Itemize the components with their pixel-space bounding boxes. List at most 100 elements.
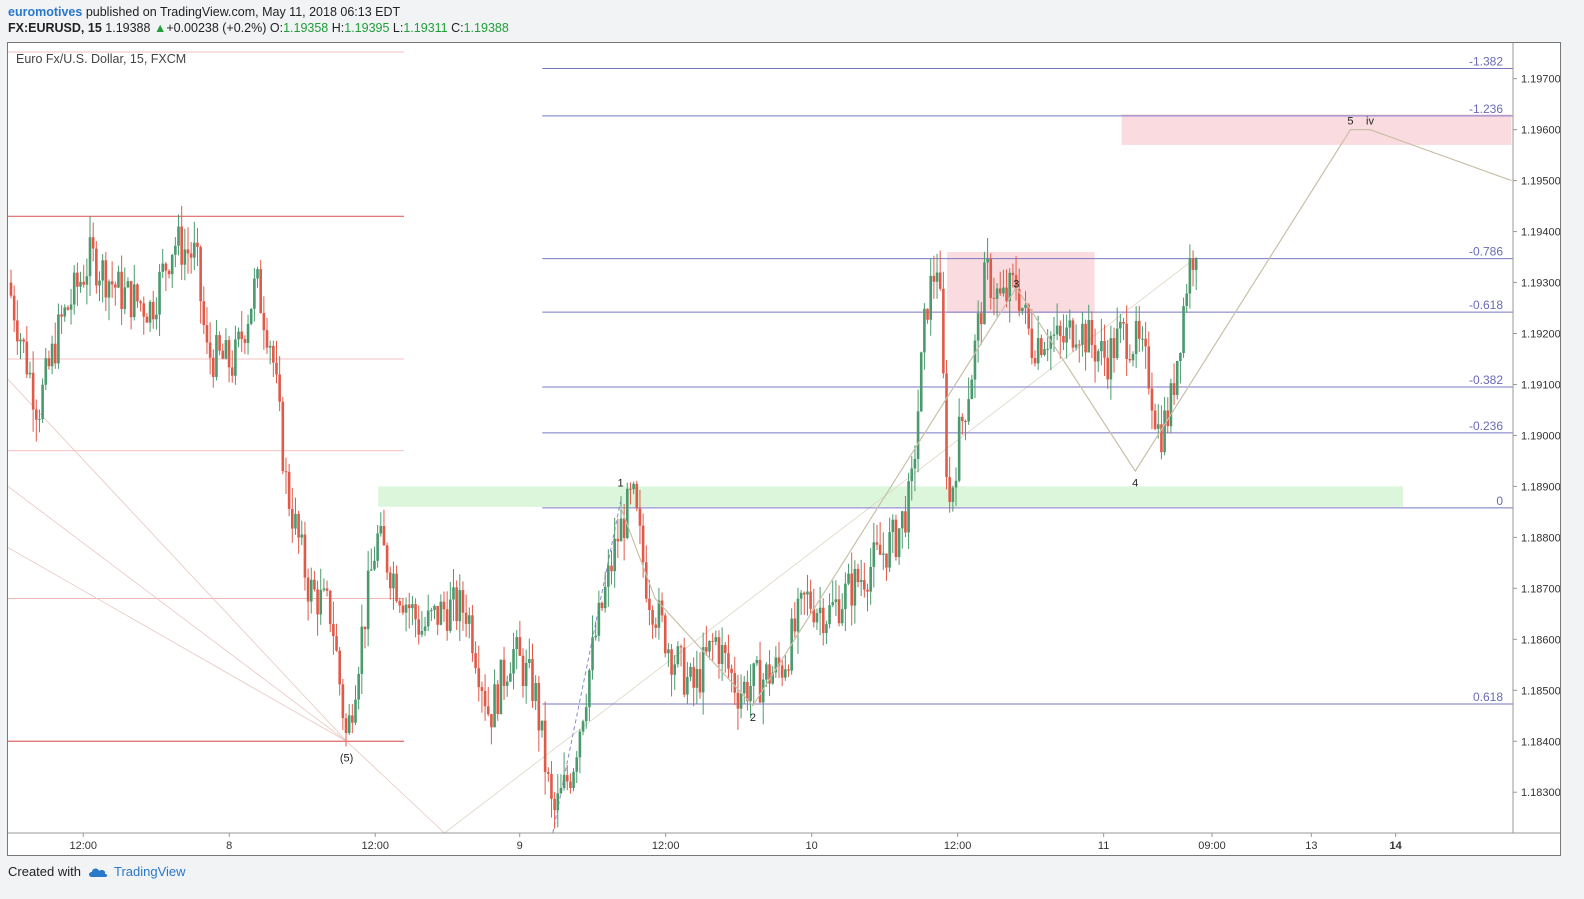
candle-body — [613, 538, 616, 572]
candle-body — [929, 275, 933, 320]
candle-body — [686, 676, 689, 695]
candle-body — [742, 681, 746, 694]
fan-line — [8, 547, 347, 742]
price-tick-label: 1.19400 — [1521, 227, 1560, 239]
open-value: 1.19358 — [283, 21, 329, 35]
time-tick-label: 12:00 — [361, 840, 389, 852]
pink-zone — [947, 251, 1095, 314]
candle-body — [1033, 358, 1037, 364]
candle-body — [477, 668, 481, 688]
candle-body — [53, 343, 57, 364]
candle-body — [281, 401, 285, 472]
candle-body — [417, 619, 421, 635]
price-tick-label: 1.19200 — [1521, 329, 1560, 341]
candle-body — [174, 245, 177, 255]
candle-body — [1166, 410, 1170, 427]
candle-body — [629, 488, 632, 490]
candle-body — [180, 226, 183, 265]
candle-body — [1185, 293, 1189, 307]
candle-body — [148, 301, 152, 323]
candle-body — [1036, 338, 1040, 364]
candle-body — [784, 669, 787, 678]
candle-body — [57, 314, 60, 364]
price-tick-label: 1.18400 — [1521, 736, 1560, 748]
candle-body — [158, 271, 161, 315]
candle-body — [723, 645, 727, 653]
price-tick-label: 1.18800 — [1521, 532, 1560, 544]
candle-body — [297, 513, 300, 538]
candle-body — [1112, 338, 1116, 359]
candle-body — [186, 249, 190, 254]
candle-body — [66, 307, 70, 310]
candle-body — [155, 314, 158, 320]
tradingview-brand[interactable]: TradingView — [87, 864, 186, 879]
candle-body — [126, 281, 130, 288]
candle-body — [752, 663, 756, 686]
created-with-text: Created with — [8, 864, 81, 879]
candle-body — [300, 534, 304, 538]
candle-body — [531, 659, 534, 702]
candle-body — [1084, 323, 1087, 353]
candle-body — [806, 591, 809, 595]
candle-body — [199, 247, 202, 302]
candle-body — [796, 598, 800, 632]
candle-body — [695, 669, 699, 688]
candle-body — [25, 341, 29, 375]
author-link[interactable]: euromotives — [8, 5, 83, 19]
price-tick-label: 1.18600 — [1521, 634, 1560, 646]
candle-body — [1175, 360, 1179, 395]
low-value: 1.19311 — [403, 21, 448, 35]
candle-body — [1027, 304, 1030, 329]
candle-body — [275, 362, 278, 375]
candle-body — [382, 525, 386, 546]
candle-body — [521, 655, 525, 687]
candle-body — [436, 605, 439, 625]
candle-body — [1090, 320, 1094, 345]
candle-body — [104, 260, 108, 298]
candle-body — [442, 601, 446, 610]
price-tick-label: 1.19600 — [1521, 125, 1560, 137]
candle-body — [578, 731, 582, 758]
open-label: O: — [269, 21, 284, 35]
candle-body — [1169, 383, 1173, 427]
candle-body — [16, 320, 19, 342]
candle-body — [882, 553, 885, 555]
candle-body — [445, 609, 449, 631]
candle-body — [341, 684, 345, 719]
candle-body — [957, 416, 961, 481]
candle-body — [132, 284, 136, 318]
candle-body — [170, 254, 174, 275]
candle-body — [1156, 424, 1160, 429]
candle-body — [344, 718, 348, 733]
chart-panel[interactable]: -1.382 -1.236 -0.786 -0.618 -0.382 -0.236 0 0.6… — [7, 42, 1561, 856]
candle-body — [272, 345, 275, 363]
price-chart[interactable]: -1.382 -1.236 -0.786 -0.618 -0.382 -0.236 0 0.6… — [8, 43, 1560, 855]
candle-body — [644, 562, 648, 599]
wave-label: 3 — [1013, 279, 1019, 291]
price-tick-label: 1.19000 — [1521, 430, 1560, 442]
candle-body — [290, 508, 294, 529]
candle-body — [423, 626, 427, 631]
candle-body — [265, 330, 269, 348]
high-value: 1.19395 — [344, 21, 390, 35]
candle-body — [449, 599, 452, 631]
candle-body — [1103, 341, 1106, 358]
candle-body — [9, 282, 13, 296]
candle-body — [1030, 328, 1034, 359]
candle-body — [812, 608, 816, 623]
price-tick-label: 1.19300 — [1521, 278, 1560, 290]
wave-label: iv — [1366, 116, 1374, 128]
candle-body — [815, 613, 819, 623]
candle-body — [638, 508, 642, 526]
candle-body — [787, 669, 790, 671]
candle-body — [597, 602, 601, 636]
candle-body — [490, 714, 493, 728]
candle-body — [900, 511, 904, 529]
candle-body — [961, 416, 964, 421]
candle-body — [866, 589, 869, 592]
fan-line — [8, 379, 347, 742]
candle-body — [512, 649, 515, 674]
candle-body — [916, 411, 920, 459]
candle-body — [142, 303, 146, 317]
candle-body — [262, 312, 266, 331]
